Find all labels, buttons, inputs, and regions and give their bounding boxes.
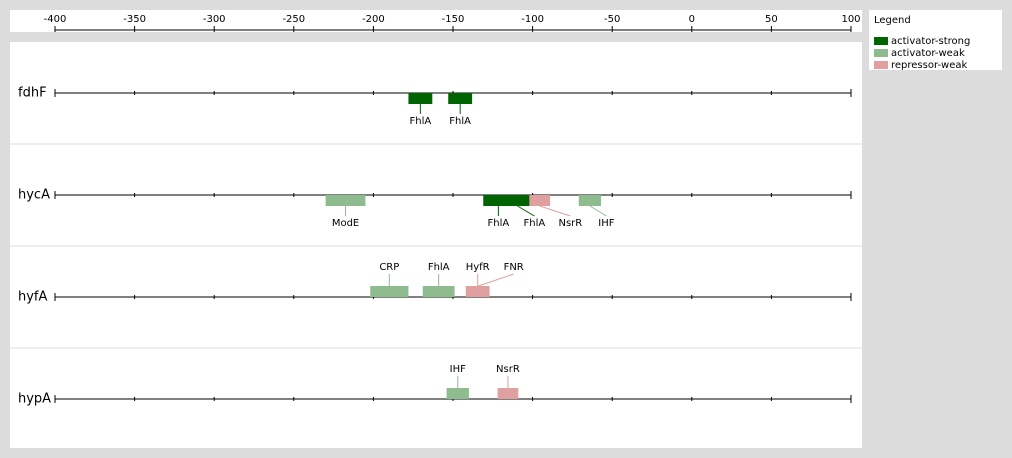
site-box: [408, 93, 433, 104]
site-box: [578, 195, 602, 206]
site-box: [325, 195, 366, 206]
track-panel: [10, 42, 862, 448]
site-label: FhlA: [524, 218, 546, 229]
x-tick-label: -100: [521, 14, 544, 25]
row-label: hypA: [18, 392, 51, 407]
site-box: [497, 388, 519, 399]
x-tick-label: 0: [689, 14, 695, 25]
site-label: FhlA: [410, 116, 432, 127]
leader-line: [478, 273, 514, 287]
site-box: [422, 286, 455, 297]
leader-line: [517, 205, 535, 217]
site-label: FhlA: [488, 218, 510, 229]
legend-label: repressor-weak: [891, 60, 968, 71]
x-tick-label: -200: [362, 14, 385, 25]
x-tick-label: 100: [841, 14, 860, 25]
legend-label: activator-weak: [891, 48, 965, 59]
x-tick-label: -50: [604, 14, 620, 25]
row-label: hyfA: [18, 290, 48, 305]
x-tick-label: 50: [765, 14, 778, 25]
legend-swatch: [874, 61, 888, 69]
leader-line: [539, 205, 571, 217]
site-label: CRP: [379, 262, 399, 273]
site-box: [370, 286, 409, 297]
legend-label: activator-strong: [891, 36, 970, 47]
legend-title: Legend: [874, 15, 911, 26]
site-label: IHF: [598, 218, 614, 229]
x-tick-label: -400: [44, 14, 67, 25]
legend-swatch: [874, 49, 888, 57]
site-box: [529, 195, 551, 206]
site-label: FNR: [504, 262, 524, 273]
x-tick-label: -150: [442, 14, 465, 25]
site-label: NsrR: [558, 218, 582, 229]
site-label: NsrR: [496, 364, 520, 375]
site-box: [448, 93, 473, 104]
site-label: ModE: [332, 218, 359, 229]
axis-panel: [10, 10, 862, 32]
leader-line: [589, 205, 607, 217]
site-label: HyfR: [466, 262, 490, 273]
row-label: hycA: [18, 188, 50, 203]
legend-box: [869, 10, 1002, 70]
row-label: fdhF: [18, 86, 47, 101]
x-tick-label: -350: [123, 14, 146, 25]
site-box: [446, 388, 469, 399]
site-box: [483, 195, 514, 206]
x-tick-label: -300: [203, 14, 226, 25]
legend-swatch: [874, 37, 888, 45]
site-label: FhlA: [449, 116, 471, 127]
site-box: [505, 195, 530, 206]
site-box: [468, 286, 489, 297]
site-label: FhlA: [428, 262, 450, 273]
x-tick-label: -250: [282, 14, 305, 25]
site-label: IHF: [450, 364, 466, 375]
